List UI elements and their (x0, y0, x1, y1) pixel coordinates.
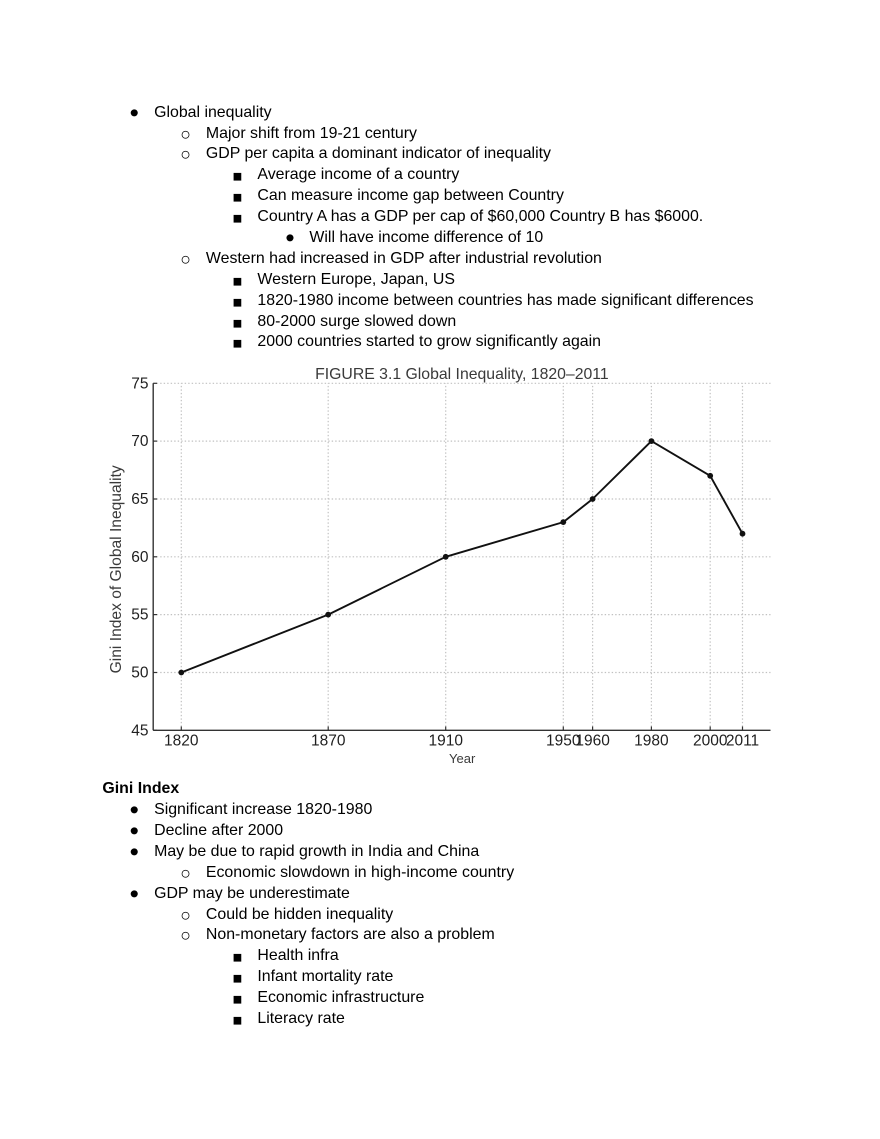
svg-text:1950: 1950 (546, 732, 581, 749)
svg-text:50: 50 (131, 665, 149, 682)
svg-text:45: 45 (131, 722, 148, 739)
svg-text:70: 70 (131, 433, 149, 450)
svg-text:1910: 1910 (428, 732, 463, 749)
svg-text:1980: 1980 (634, 732, 669, 749)
svg-text:FIGURE 3.1 Global Inequality,: FIGURE 3.1 Global Inequality, 1820–2011 (315, 366, 609, 383)
svg-text:75: 75 (131, 375, 148, 392)
svg-text:1870: 1870 (311, 732, 346, 749)
svg-text:2000: 2000 (693, 732, 728, 749)
svg-text:1820: 1820 (164, 732, 199, 749)
svg-text:Year: Year (449, 751, 476, 766)
svg-text:Gini Index of Global Inequalit: Gini Index of Global Inequality (108, 465, 125, 673)
svg-text:60: 60 (131, 549, 149, 566)
svg-text:55: 55 (131, 607, 148, 624)
svg-text:65: 65 (131, 491, 148, 508)
svg-text:2011: 2011 (726, 732, 759, 749)
svg-text:1960: 1960 (575, 732, 610, 749)
